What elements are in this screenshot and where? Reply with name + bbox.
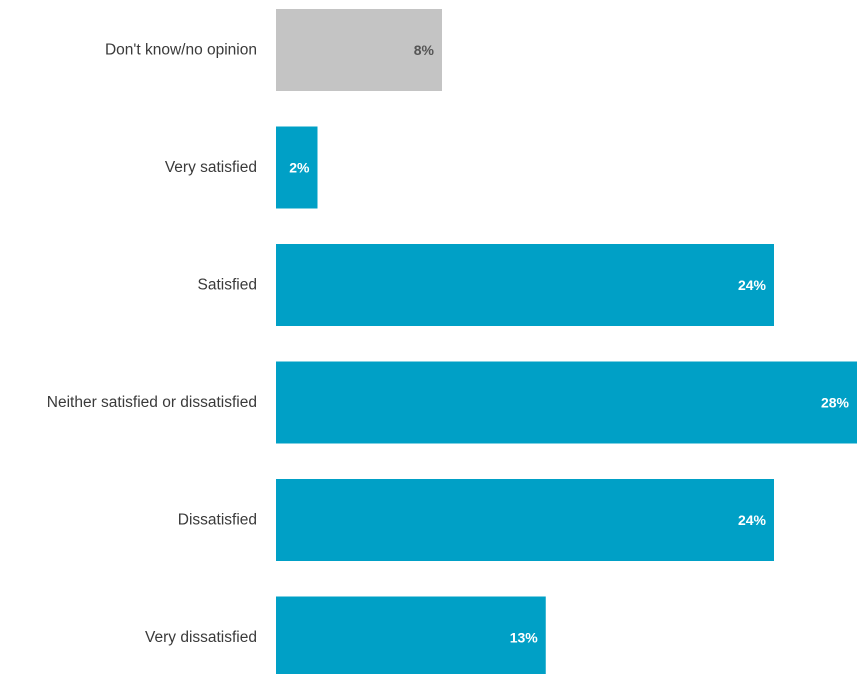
value-label-2: 24%	[738, 277, 767, 293]
bar-1	[276, 126, 318, 209]
value-label-0: 8%	[414, 42, 435, 58]
value-label-3: 28%	[821, 395, 850, 411]
category-label-0: Don't know/no opinion	[105, 42, 257, 59]
value-labels: 8% 2% 24% 28% 24% 13%	[289, 42, 849, 646]
category-label-1: Very satisfied	[165, 159, 257, 176]
category-label-5: Very dissatisfied	[145, 629, 257, 646]
value-label-4: 24%	[738, 512, 767, 528]
category-label-2: Satisfied	[198, 277, 257, 294]
value-label-5: 13%	[510, 630, 539, 646]
category-labels: Don't know/no opinion Very satisfied Satis…	[47, 42, 257, 647]
bar-3	[276, 361, 857, 444]
category-label-4: Dissatisfied	[178, 512, 257, 529]
category-label-3: Neither satisfied or dissatisfied	[47, 394, 257, 411]
bars-layer	[276, 9, 857, 674]
bar-2	[276, 244, 774, 326]
bar-5	[276, 596, 546, 674]
bar-0	[276, 9, 442, 91]
bar-4	[276, 479, 774, 561]
value-label-1: 2%	[289, 160, 310, 176]
